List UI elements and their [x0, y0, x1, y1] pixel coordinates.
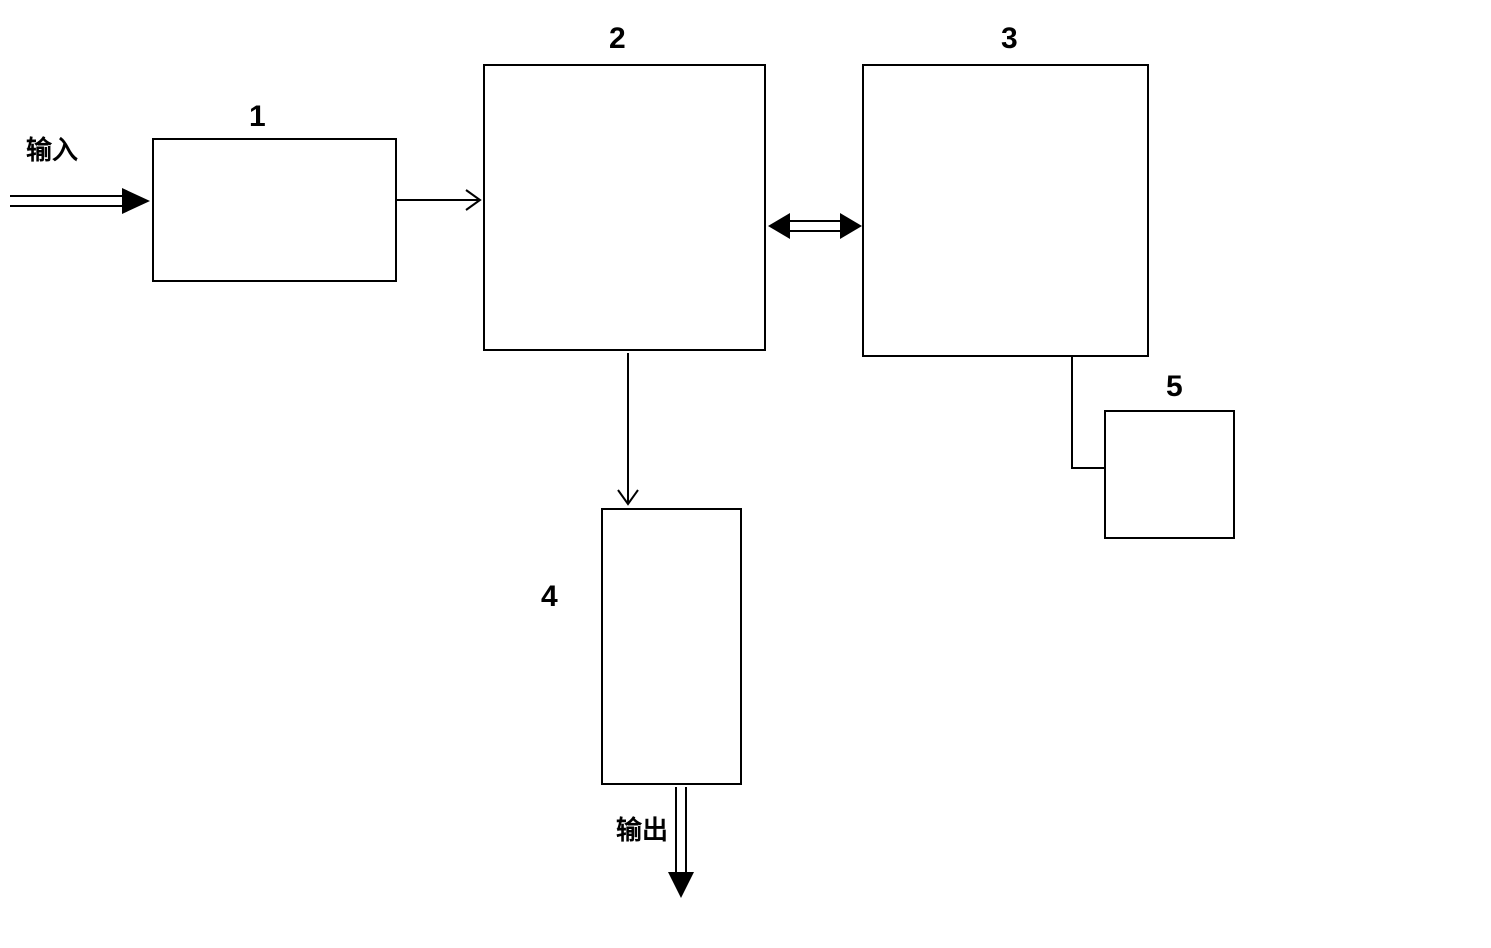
line-3-to-5	[0, 0, 1491, 948]
